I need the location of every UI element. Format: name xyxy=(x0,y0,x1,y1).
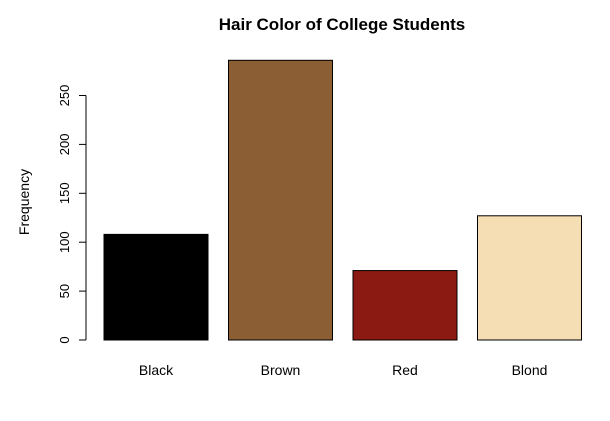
y-tick-label: 100 xyxy=(57,231,72,253)
y-tick-label: 250 xyxy=(57,85,72,107)
x-category-label: Black xyxy=(139,362,174,378)
bar-blond xyxy=(477,215,582,341)
bar-red xyxy=(352,270,458,341)
bars xyxy=(103,59,582,341)
x-category-label: Brown xyxy=(261,362,301,378)
chart-title: Hair Color of College Students xyxy=(219,15,466,34)
bar-brown xyxy=(228,59,333,341)
x-category-label: Red xyxy=(392,362,418,378)
y-tick-label: 200 xyxy=(57,134,72,156)
category-labels: Black Brown Red Blond xyxy=(139,362,548,378)
y-axis: 0 50 100 150 200 250 xyxy=(57,85,87,344)
y-axis-title: Frequency xyxy=(16,169,32,235)
x-category-label: Blond xyxy=(512,362,548,378)
y-tick-label: 150 xyxy=(57,182,72,204)
y-tick-label: 50 xyxy=(57,284,72,298)
y-tick-label: 0 xyxy=(57,336,72,343)
bar-black xyxy=(103,233,209,341)
